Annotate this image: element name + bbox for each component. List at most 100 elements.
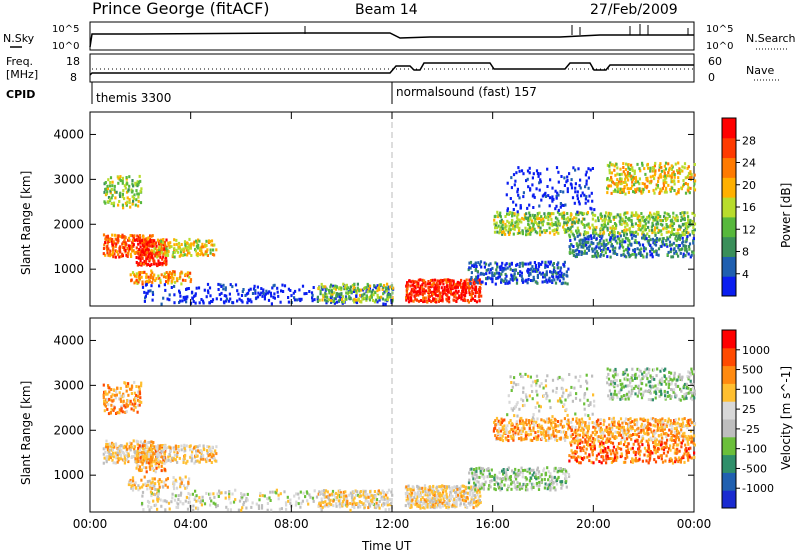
data-cell	[184, 499, 187, 503]
data-cell	[651, 228, 654, 232]
data-cell	[414, 285, 417, 289]
data-cell	[102, 247, 106, 250]
data-cell	[155, 262, 158, 266]
data-cell	[491, 280, 494, 284]
data-cell	[461, 282, 464, 286]
data-cell	[616, 253, 619, 256]
data-cell	[655, 253, 658, 256]
data-cell	[370, 501, 373, 505]
data-cell	[152, 499, 155, 503]
data-cell	[619, 222, 622, 226]
data-cell	[565, 434, 568, 438]
data-cell	[555, 223, 558, 227]
data-cell	[571, 224, 574, 228]
data-cell	[426, 505, 429, 509]
data-cell	[290, 294, 293, 298]
data-cell	[518, 226, 521, 230]
data-cell	[628, 172, 631, 175]
data-cell	[615, 223, 618, 227]
data-cell	[228, 490, 231, 493]
data-cell	[346, 287, 349, 291]
data-cell	[236, 299, 239, 303]
data-cell	[659, 429, 662, 432]
data-cell	[462, 484, 466, 488]
data-cell	[132, 486, 135, 490]
data-cell	[597, 233, 600, 237]
data-cell	[170, 500, 173, 504]
data-cell	[648, 217, 651, 221]
data-cell	[608, 178, 611, 182]
data-cell	[509, 267, 512, 271]
data-cell	[189, 271, 192, 275]
data-cell	[530, 267, 533, 271]
data-cell	[137, 242, 140, 246]
data-cell	[188, 496, 191, 500]
data-cell	[149, 485, 152, 489]
data-cell	[168, 298, 171, 302]
data-cell	[371, 501, 374, 505]
data-cell	[429, 279, 433, 282]
data-cell	[137, 195, 140, 199]
data-cell	[138, 272, 142, 276]
data-cell	[212, 501, 215, 505]
data-cell	[687, 174, 690, 178]
data-cell	[540, 262, 543, 266]
colorbar-tick-label: 24	[742, 157, 756, 170]
data-cell	[141, 253, 144, 257]
data-cell	[670, 222, 673, 226]
data-cell	[576, 433, 579, 437]
data-cell	[642, 425, 645, 429]
data-cell	[639, 169, 642, 173]
data-cell	[676, 215, 679, 219]
data-cell	[156, 491, 159, 495]
data-cell	[686, 211, 689, 215]
data-cell	[661, 223, 664, 227]
data-cell	[584, 433, 587, 437]
data-cell	[172, 251, 175, 254]
data-cell	[107, 403, 110, 407]
data-cell	[261, 294, 264, 298]
data-cell	[125, 384, 128, 388]
data-cell	[688, 242, 692, 246]
data-cell	[684, 191, 688, 195]
data-cell	[154, 463, 157, 467]
data-cell	[273, 292, 276, 296]
data-cell	[537, 437, 540, 441]
data-cell	[633, 172, 636, 175]
data-cell	[681, 236, 684, 240]
data-cell	[386, 491, 389, 495]
data-cell	[119, 446, 122, 450]
data-cell	[154, 482, 157, 486]
data-cell	[105, 235, 108, 239]
data-cell	[547, 428, 550, 432]
data-cell	[241, 495, 244, 499]
data-cell	[571, 425, 574, 429]
data-cell	[209, 449, 212, 453]
data-cell	[200, 298, 203, 301]
data-cell	[575, 252, 578, 256]
data-cell	[349, 288, 352, 292]
data-cell	[132, 199, 135, 203]
data-cell	[437, 491, 440, 495]
data-cell	[432, 281, 435, 285]
data-cell	[541, 271, 544, 275]
data-cell	[467, 286, 470, 290]
data-cell	[316, 300, 319, 303]
data-cell	[419, 292, 422, 296]
data-cell	[163, 448, 166, 452]
data-cell	[504, 436, 507, 440]
data-cell	[134, 183, 137, 187]
data-cell	[475, 499, 478, 503]
data-cell	[599, 418, 602, 422]
data-cell	[128, 402, 131, 406]
data-cell	[497, 275, 500, 279]
data-cell	[541, 280, 544, 284]
data-cell	[504, 215, 507, 218]
data-cell	[382, 501, 385, 505]
data-cell	[677, 424, 680, 428]
data-cell	[623, 233, 626, 237]
data-cell	[472, 263, 476, 267]
data-cell	[653, 242, 656, 246]
data-cell	[600, 236, 603, 240]
